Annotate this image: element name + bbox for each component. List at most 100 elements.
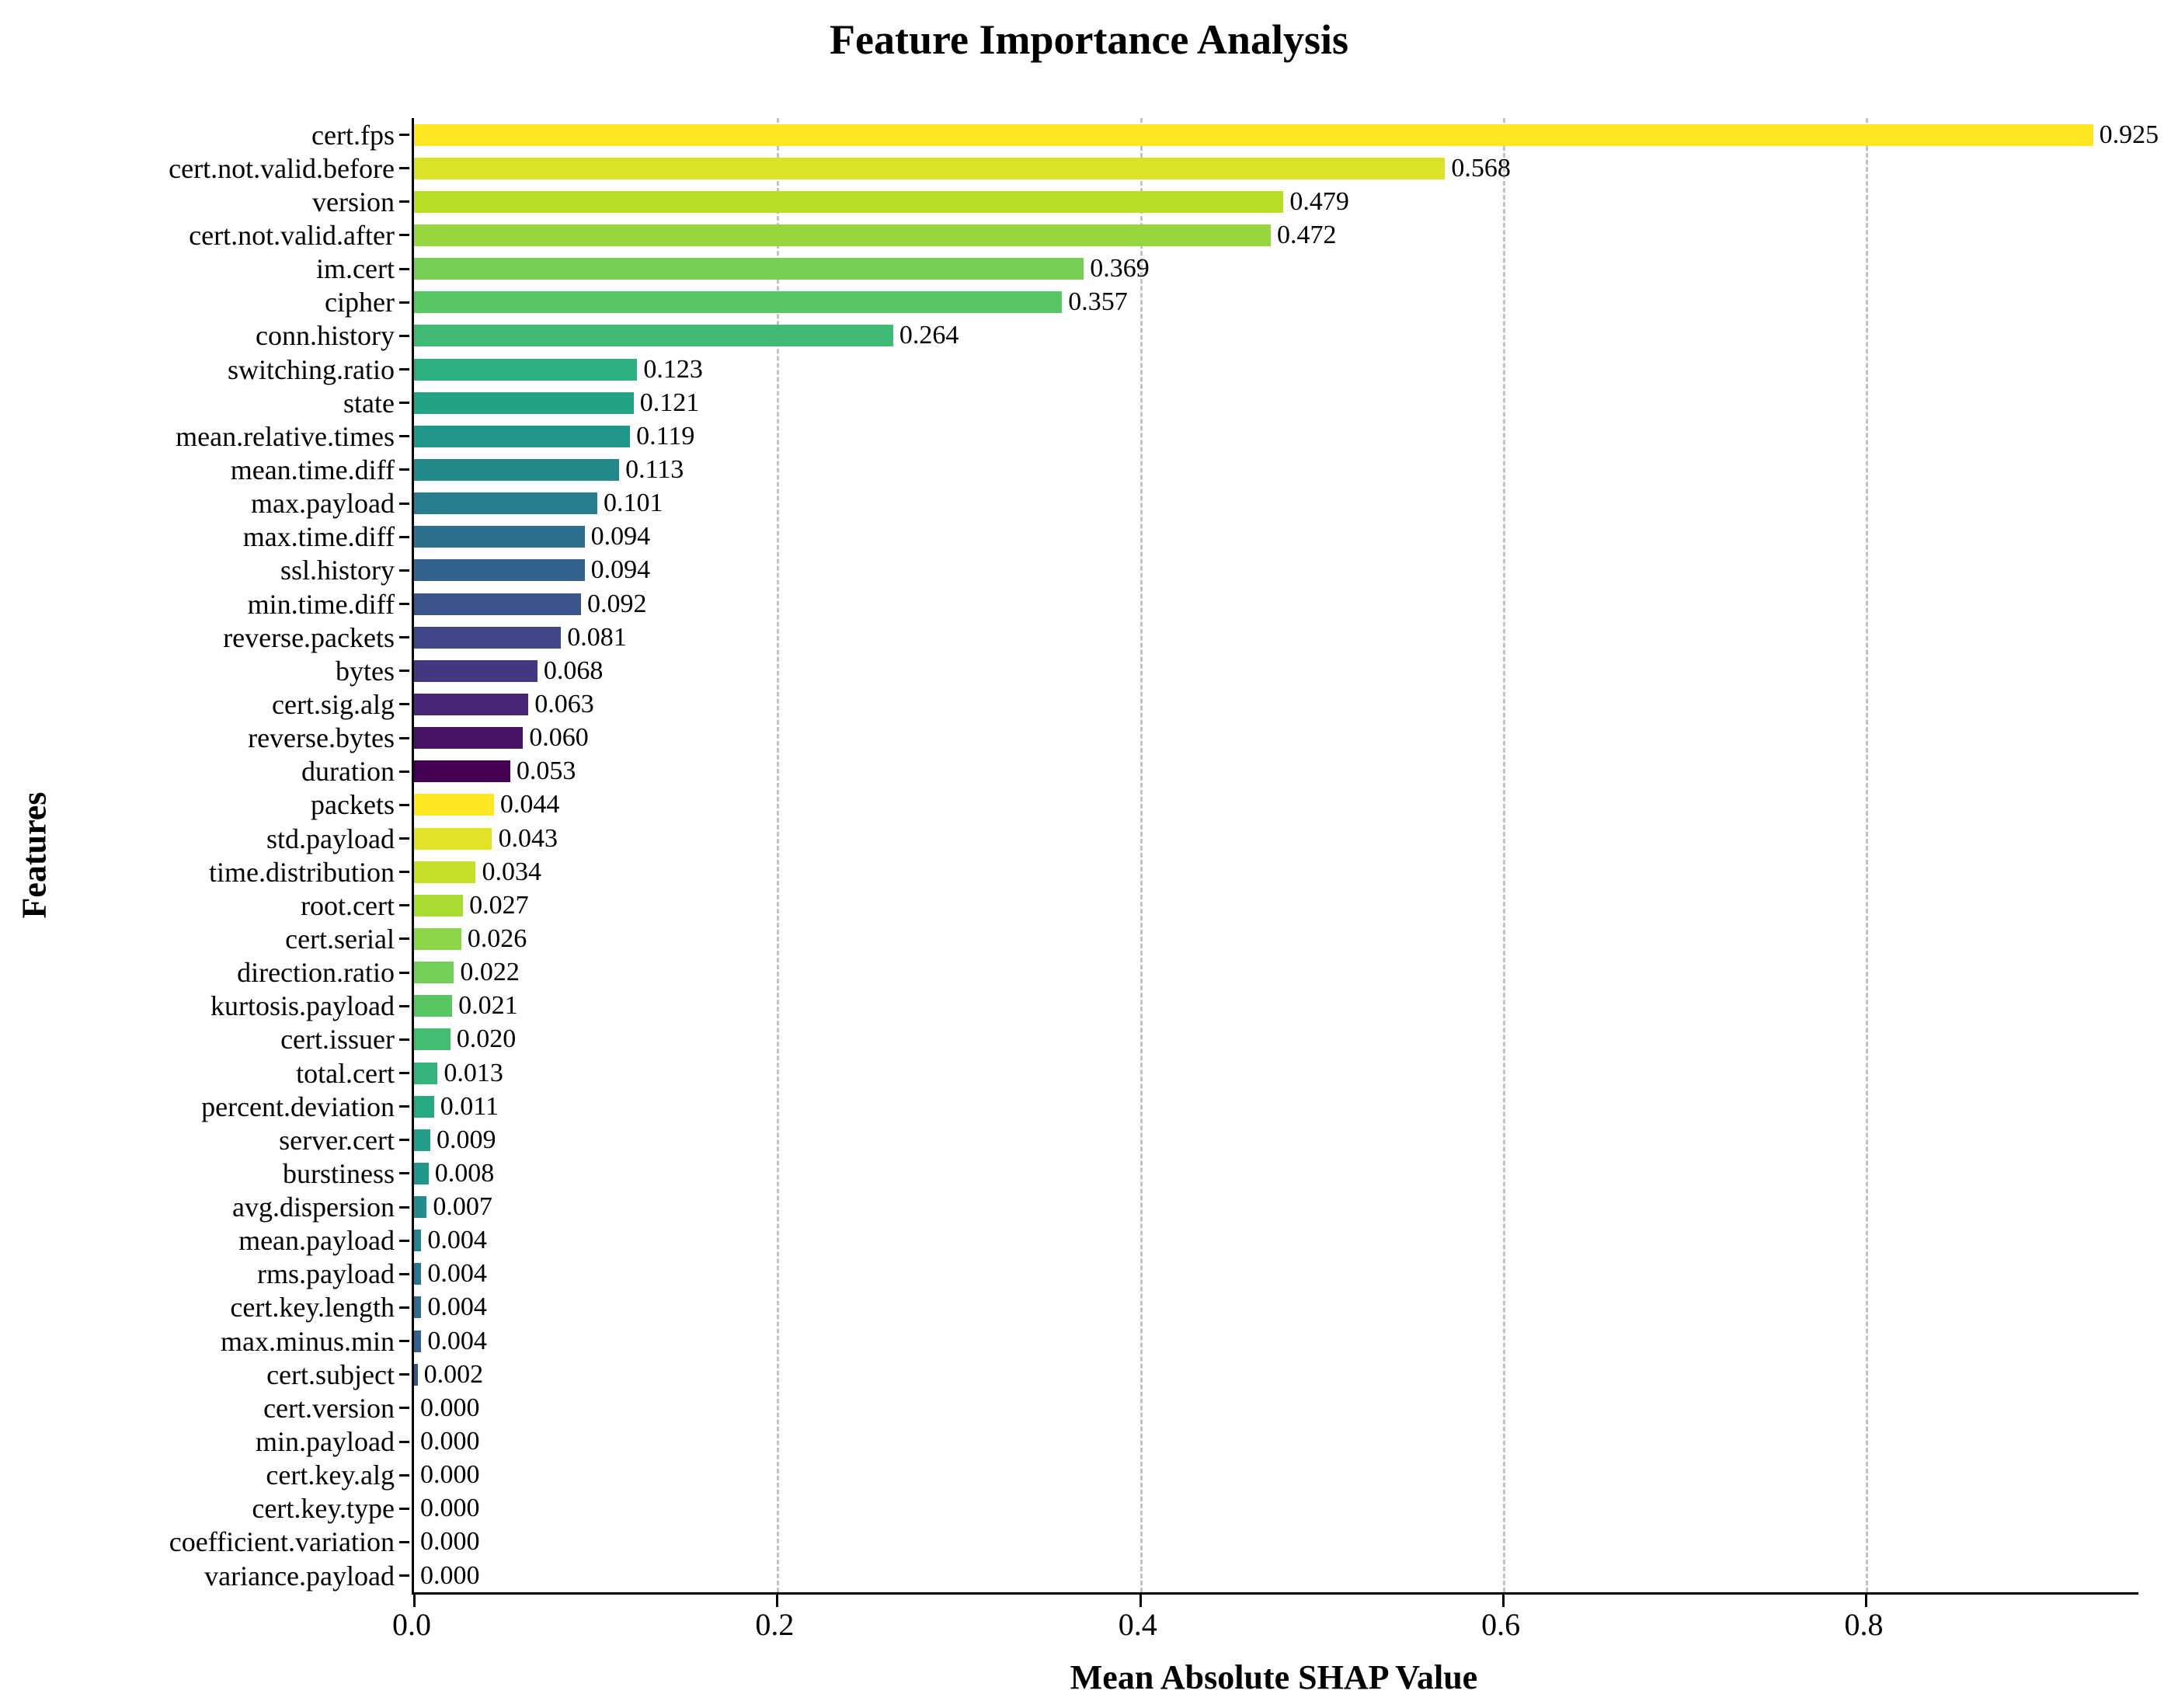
bar-value-label: 0.021: [458, 991, 518, 1021]
bar: [414, 559, 585, 582]
y-tick-mark: [399, 1004, 409, 1007]
bar: [414, 391, 634, 414]
y-tick-row: max.payload: [0, 487, 409, 520]
y-tick-row: im.cert: [0, 252, 409, 286]
bar-row: 0.357: [414, 286, 2138, 319]
bar-value-label: 0.264: [899, 321, 959, 350]
y-tick-row: percent.deviation: [0, 1090, 409, 1123]
bar-row: 0.022: [414, 956, 2138, 990]
y-tick-mark: [399, 535, 409, 538]
y-tick-row: mean.time.diff: [0, 453, 409, 486]
bar-row: 0.094: [414, 554, 2138, 587]
y-tick-mark: [399, 1239, 409, 1242]
bar-value-label: 0.369: [1090, 254, 1150, 284]
y-tick-row: variance.payload: [0, 1559, 409, 1592]
y-tick-row: conn.history: [0, 319, 409, 353]
gridline: [1866, 118, 1869, 1592]
x-tick-label: 0.0: [392, 1607, 431, 1642]
bar-value-label: 0.094: [590, 555, 651, 585]
y-tick-mark: [399, 402, 409, 405]
y-tick-row: min.payload: [0, 1424, 409, 1458]
bar-row: 0.101: [414, 487, 2138, 520]
y-tick-mark: [399, 1407, 409, 1410]
bar: [414, 1363, 418, 1386]
y-tick-mark: [399, 234, 409, 237]
y-tick-mark: [399, 267, 409, 270]
bar: [414, 1296, 422, 1319]
y-tick-label: cert.key.type: [252, 1493, 395, 1525]
gridline: [1503, 118, 1506, 1592]
y-tick-label: conn.history: [256, 320, 395, 352]
bar: [414, 927, 461, 950]
y-tick-row: cert.not.valid.after: [0, 218, 409, 252]
bar-row: 0.121: [414, 386, 2138, 419]
bar-value-label: 0.004: [427, 1226, 487, 1255]
y-tick-mark: [399, 603, 409, 606]
y-tick-label: cert.subject: [266, 1358, 395, 1390]
y-tick-row: root.cert: [0, 889, 409, 922]
y-tick-row: cert.key.alg: [0, 1459, 409, 1492]
bar: [414, 190, 1284, 213]
bar-row: 0.000: [414, 1391, 2138, 1424]
y-tick-label: cert.sig.alg: [272, 688, 395, 720]
y-tick-label: mean.time.diff: [230, 454, 395, 485]
y-tick-mark: [399, 837, 409, 840]
y-tick-mark: [399, 1306, 409, 1309]
bar-row: 0.092: [414, 587, 2138, 621]
y-tick-mark: [399, 1139, 409, 1142]
y-tick-row: packets: [0, 788, 409, 822]
y-tick-label: cert.version: [263, 1392, 395, 1424]
bar-value-label: 0.009: [437, 1125, 496, 1154]
y-tick-mark: [399, 1205, 409, 1209]
y-tick-label: percent.deviation: [201, 1091, 395, 1122]
bar-row: 0.027: [414, 889, 2138, 922]
y-tick-label: packets: [311, 789, 395, 821]
y-tick-mark: [399, 1172, 409, 1175]
y-tick-label: min.time.diff: [247, 588, 395, 620]
y-tick-label: avg.dispersion: [232, 1191, 395, 1223]
x-axis-title: Mean Absolute SHAP Value: [1070, 1658, 1478, 1696]
bar-row: 0.034: [414, 855, 2138, 889]
y-tick-label: cert.key.alg: [266, 1459, 395, 1491]
y-tick-label: cert.not.valid.before: [169, 152, 395, 184]
bar: [414, 358, 638, 381]
bar-row: 0.068: [414, 654, 2138, 687]
y-tick-mark: [399, 435, 409, 438]
y-tick-row: reverse.bytes: [0, 722, 409, 755]
bar: [414, 258, 1084, 280]
bar-row: 0.000: [414, 1492, 2138, 1525]
y-tick-label: std.payload: [266, 823, 395, 854]
bar-value-label: 0.008: [434, 1158, 495, 1188]
bar-value-label: 0.026: [467, 924, 527, 953]
bar: [414, 760, 510, 783]
bar-value-label: 0.044: [499, 790, 560, 819]
x-tick-mark: [1865, 1595, 1868, 1607]
bar: [414, 1062, 438, 1084]
y-tick-row: cipher: [0, 286, 409, 319]
y-tick-label: mean.payload: [238, 1225, 395, 1257]
bar: [414, 492, 598, 515]
bar: [414, 1263, 422, 1285]
x-tick-mark: [1139, 1595, 1142, 1607]
bar: [414, 1230, 422, 1252]
bar: [414, 827, 492, 850]
y-tick-mark: [399, 200, 409, 203]
y-tick-mark: [399, 1072, 409, 1074]
y-tick-label: coefficient.variation: [169, 1526, 395, 1558]
y-tick-mark: [399, 569, 409, 572]
y-tick-label: variance.payload: [204, 1560, 395, 1591]
y-tick-mark: [399, 971, 409, 974]
bar: [414, 794, 494, 816]
bar-row: 0.004: [414, 1324, 2138, 1358]
bar-row: 0.000: [414, 1459, 2138, 1492]
y-tick-mark: [399, 468, 409, 471]
bar-value-label: 0.000: [420, 1393, 480, 1422]
bar-value-label: 0.004: [427, 1292, 487, 1322]
bar: [414, 526, 585, 548]
y-tick-row: cert.key.length: [0, 1291, 409, 1324]
y-tick-row: cert.key.type: [0, 1492, 409, 1525]
y-tick-label: server.cert: [279, 1124, 395, 1156]
bar-row: 0.113: [414, 453, 2138, 486]
bar: [414, 659, 538, 682]
